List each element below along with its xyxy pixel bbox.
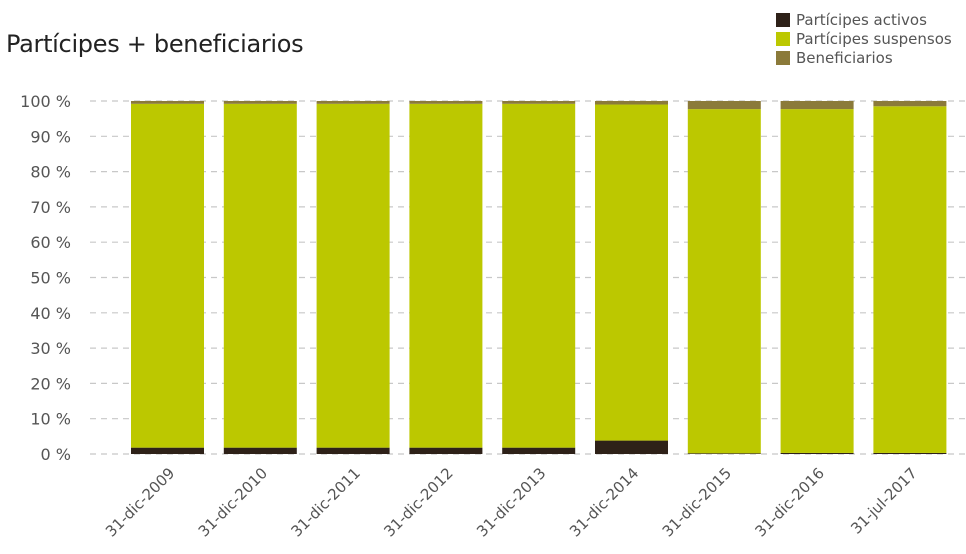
- legend-swatch-beneficiarios: [776, 50, 790, 65]
- bar-segment-participes-activos: [131, 447, 204, 454]
- legend-item-participes-activos: Partícipes activos: [776, 10, 952, 29]
- bar-segment-participes-suspensos: [131, 103, 204, 448]
- bar-segment-participes-suspensos: [873, 106, 947, 453]
- bar-segment-beneficiarios: [223, 101, 297, 104]
- bar-segment-beneficiarios: [316, 101, 390, 104]
- y-tick-label: 30 %: [30, 339, 71, 358]
- bar-segment-participes-activos: [502, 447, 576, 454]
- bar-segment-participes-activos: [780, 452, 854, 454]
- bar-segment-participes-suspensos: [780, 109, 854, 453]
- legend-swatch-participes-activos: [776, 12, 790, 27]
- x-tick-label: 31-dic-2009: [102, 464, 178, 540]
- bar-segment-beneficiarios: [595, 101, 668, 105]
- x-tick-label: 31-dic-2016: [752, 464, 828, 540]
- legend-swatch-participes-suspensos: [776, 31, 790, 46]
- bar-segment-beneficiarios: [873, 101, 947, 107]
- bar-segment-participes-suspensos: [502, 103, 576, 448]
- y-tick-label: 70 %: [30, 198, 71, 217]
- bar-segment-participes-activos: [687, 453, 761, 454]
- legend-label-participes-activos: Partícipes activos: [796, 10, 927, 29]
- bars: [131, 101, 947, 454]
- x-tick-label: 31-dic-2013: [473, 464, 549, 540]
- bar-segment-participes-activos: [223, 447, 297, 454]
- y-tick-label: 40 %: [30, 304, 71, 323]
- chart-title: Partícipes + beneficiarios: [6, 30, 304, 58]
- y-tick-label: 100 %: [20, 92, 71, 111]
- x-tick-label: 31-dic-2011: [288, 464, 364, 540]
- legend-item-beneficiarios: Beneficiarios: [776, 48, 952, 67]
- y-tick-label: 20 %: [30, 374, 71, 393]
- x-tick-label: 31-dic-2014: [566, 464, 642, 540]
- x-tick-label: 31-jul-2017: [847, 464, 920, 537]
- x-tick-label: 31-dic-2010: [195, 464, 271, 540]
- y-tick-label: 0 %: [41, 445, 71, 464]
- x-tick-label: 31-dic-2012: [380, 464, 456, 540]
- y-tick-label: 50 %: [30, 269, 71, 288]
- y-tick-label: 90 %: [30, 127, 71, 146]
- bar-segment-beneficiarios: [687, 101, 761, 110]
- bar-segment-participes-activos: [316, 447, 390, 454]
- x-axis-ticks: 31-dic-2009 31-dic-2010 31-dic-2011 31-dic-…: [102, 464, 921, 540]
- bar-segment-participes-suspensos: [687, 109, 761, 454]
- legend-item-participes-suspensos: Partícipes suspensos: [776, 29, 952, 48]
- bar-segment-beneficiarios: [502, 101, 576, 104]
- bar-segment-participes-activos: [409, 447, 483, 454]
- y-tick-label: 10 %: [30, 410, 71, 429]
- legend: Partícipes activos Partícipes suspensos …: [776, 10, 952, 67]
- bar-segment-participes-suspensos: [316, 103, 390, 448]
- x-tick-label: 31-dic-2015: [659, 464, 735, 540]
- bar-segment-participes-activos: [595, 440, 668, 454]
- y-tick-label: 60 %: [30, 233, 71, 252]
- bar-segment-participes-suspensos: [223, 103, 297, 448]
- bar-segment-participes-suspensos: [595, 104, 668, 441]
- legend-label-participes-suspensos: Partícipes suspensos: [796, 29, 952, 48]
- bar-segment-participes-suspensos: [409, 103, 483, 448]
- y-tick-label: 80 %: [30, 163, 71, 182]
- bar-segment-beneficiarios: [780, 101, 854, 110]
- bar-segment-beneficiarios: [131, 101, 204, 104]
- bar-segment-beneficiarios: [409, 101, 483, 104]
- y-axis-ticks: 0 % 10 % 20 % 30 % 40 % 50 % 60 % 70 % 80 % 90 % 1…: [20, 92, 71, 464]
- bar-segment-participes-activos: [873, 452, 947, 454]
- legend-label-beneficiarios: Beneficiarios: [796, 48, 893, 67]
